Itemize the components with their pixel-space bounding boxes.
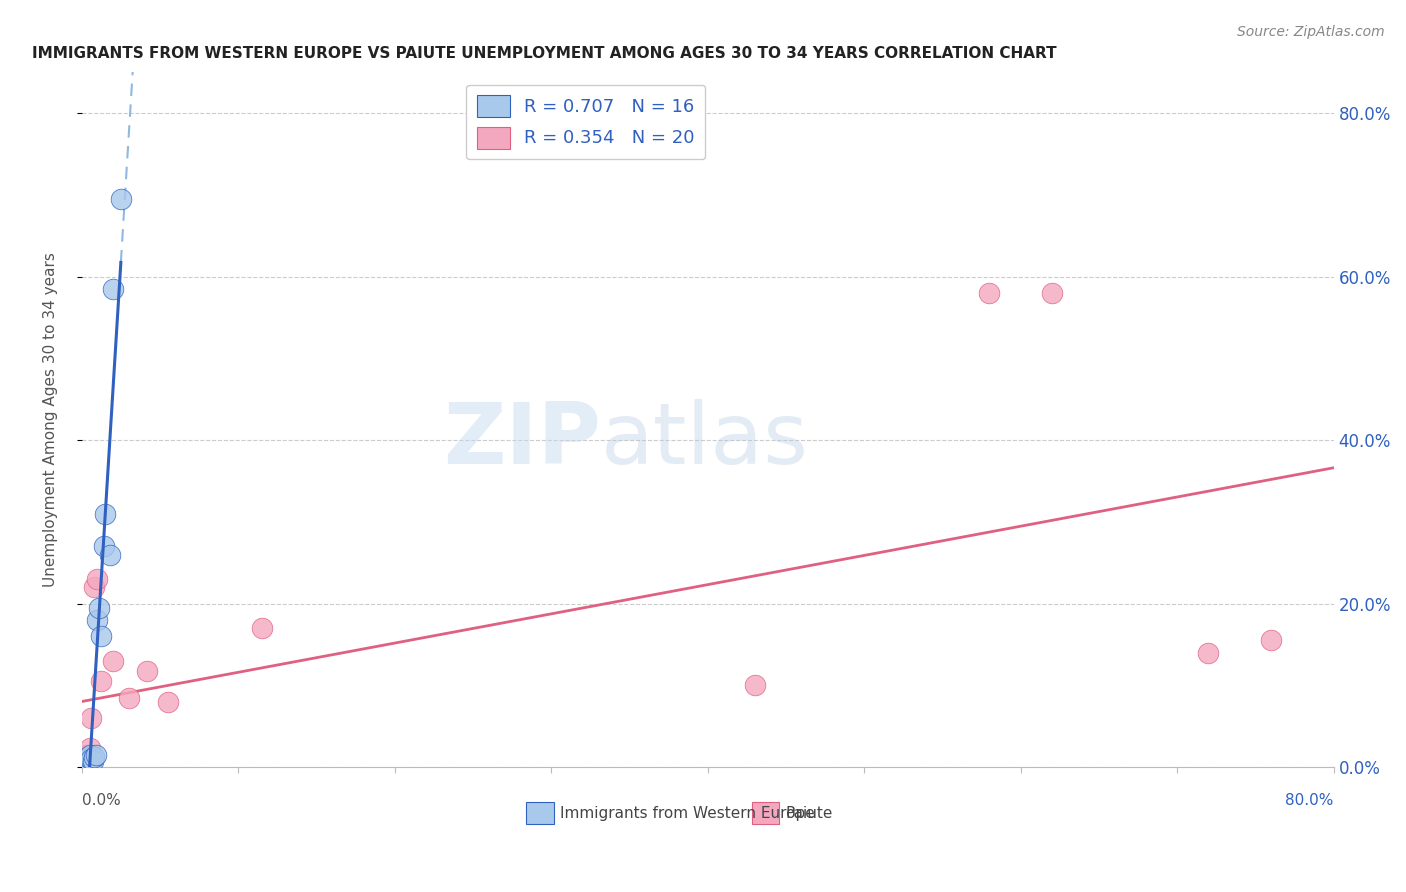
Point	[86, 613, 108, 627]
Text: 80.0%: 80.0%	[1285, 793, 1334, 808]
Point	[73, 752, 96, 766]
Point	[82, 754, 104, 768]
Point	[94, 507, 117, 521]
Text: ZIP: ZIP	[443, 399, 602, 482]
Point	[101, 654, 124, 668]
Point	[79, 741, 101, 756]
Text: 0.0%: 0.0%	[82, 793, 121, 808]
Point	[83, 749, 105, 764]
Point	[250, 621, 273, 635]
Text: Immigrants from Western Europe: Immigrants from Western Europe	[560, 805, 814, 821]
Point	[75, 754, 97, 768]
Text: atlas: atlas	[602, 399, 810, 482]
Point	[86, 572, 108, 586]
Point	[98, 548, 121, 562]
Point	[89, 629, 111, 643]
Point	[79, 747, 101, 762]
Point	[72, 752, 94, 766]
Point	[77, 750, 100, 764]
Point	[82, 752, 104, 766]
Point	[101, 282, 124, 296]
Point	[1197, 646, 1219, 660]
Point	[744, 678, 766, 692]
Text: Paiute: Paiute	[786, 805, 832, 821]
Bar	[751, 802, 779, 824]
Point	[80, 752, 103, 766]
Point	[73, 754, 96, 768]
Point	[89, 674, 111, 689]
Point	[77, 750, 100, 764]
Point	[84, 747, 107, 762]
Point	[118, 690, 141, 705]
Point	[136, 664, 159, 678]
Point	[1040, 285, 1063, 300]
Point	[80, 711, 103, 725]
Bar	[526, 802, 554, 824]
Legend: R = 0.707   N = 16, R = 0.354   N = 20: R = 0.707 N = 16, R = 0.354 N = 20	[467, 85, 706, 160]
Point	[1260, 633, 1282, 648]
Y-axis label: Unemployment Among Ages 30 to 34 years: Unemployment Among Ages 30 to 34 years	[44, 252, 58, 587]
Point	[83, 580, 105, 594]
Point	[87, 600, 110, 615]
Point	[979, 285, 1001, 300]
Point	[156, 695, 179, 709]
Point	[75, 747, 97, 762]
Text: Source: ZipAtlas.com: Source: ZipAtlas.com	[1237, 25, 1385, 39]
Point	[110, 192, 132, 206]
Text: IMMIGRANTS FROM WESTERN EUROPE VS PAIUTE UNEMPLOYMENT AMONG AGES 30 TO 34 YEARS : IMMIGRANTS FROM WESTERN EUROPE VS PAIUTE…	[32, 46, 1056, 62]
Point	[93, 540, 115, 554]
